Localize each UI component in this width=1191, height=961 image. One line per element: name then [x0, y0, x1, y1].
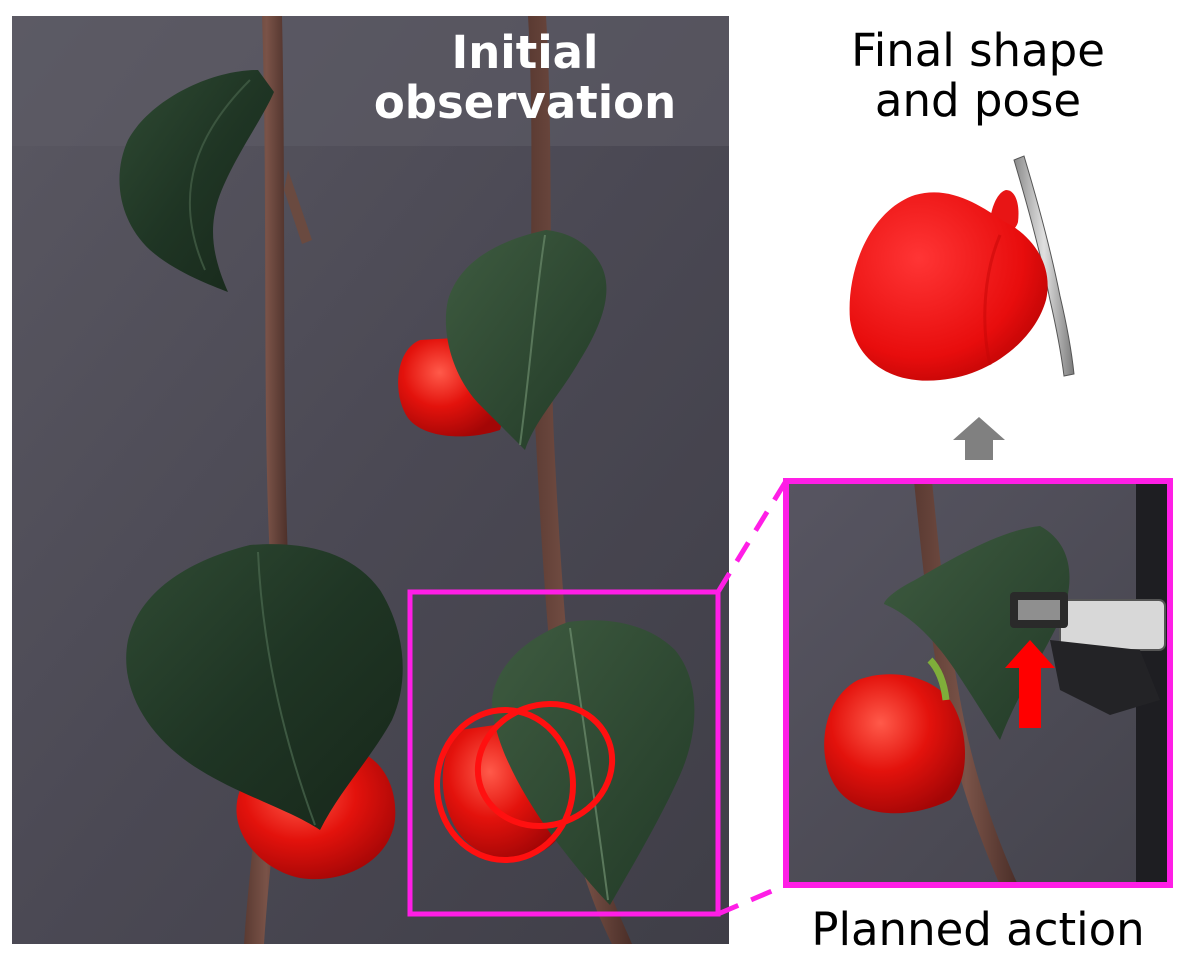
- inset-pepper: [824, 674, 965, 814]
- zoom-connector-top: [715, 479, 789, 594]
- reconstructed-pepper-mesh: [849, 155, 1075, 381]
- zoom-connector-bottom: [717, 882, 787, 917]
- leaf-top-right: [445, 230, 607, 450]
- gray-up-arrow-icon: [953, 417, 1005, 460]
- planned-action-label: Planned action: [811, 903, 1145, 956]
- final-shape-label: Final shape and pose: [808, 24, 1148, 128]
- initial-label-line1: Initial: [451, 26, 599, 79]
- final-label-line1: Final shape: [851, 24, 1105, 77]
- leaf-top-left: [119, 70, 274, 292]
- highlight-box: [407, 589, 721, 917]
- shape-estimate-ellipse-inner: [474, 701, 616, 829]
- planned-action-photo: [786, 481, 1170, 885]
- robot-gripper: [1010, 592, 1166, 715]
- initial-observation-photo: [12, 16, 729, 944]
- right-stem: [528, 16, 632, 944]
- inset-frame: [783, 478, 1173, 888]
- initial-label-line2: observation: [373, 76, 677, 130]
- shape-estimate-ellipse-outer: [434, 707, 576, 863]
- leaf-lower-right: [492, 620, 695, 905]
- initial-observation-label: Initial observation: [330, 26, 720, 130]
- red-push-arrow-icon: [1005, 640, 1055, 728]
- leaf-lower-left: [126, 544, 403, 830]
- final-label-line2: and pose: [874, 74, 1082, 128]
